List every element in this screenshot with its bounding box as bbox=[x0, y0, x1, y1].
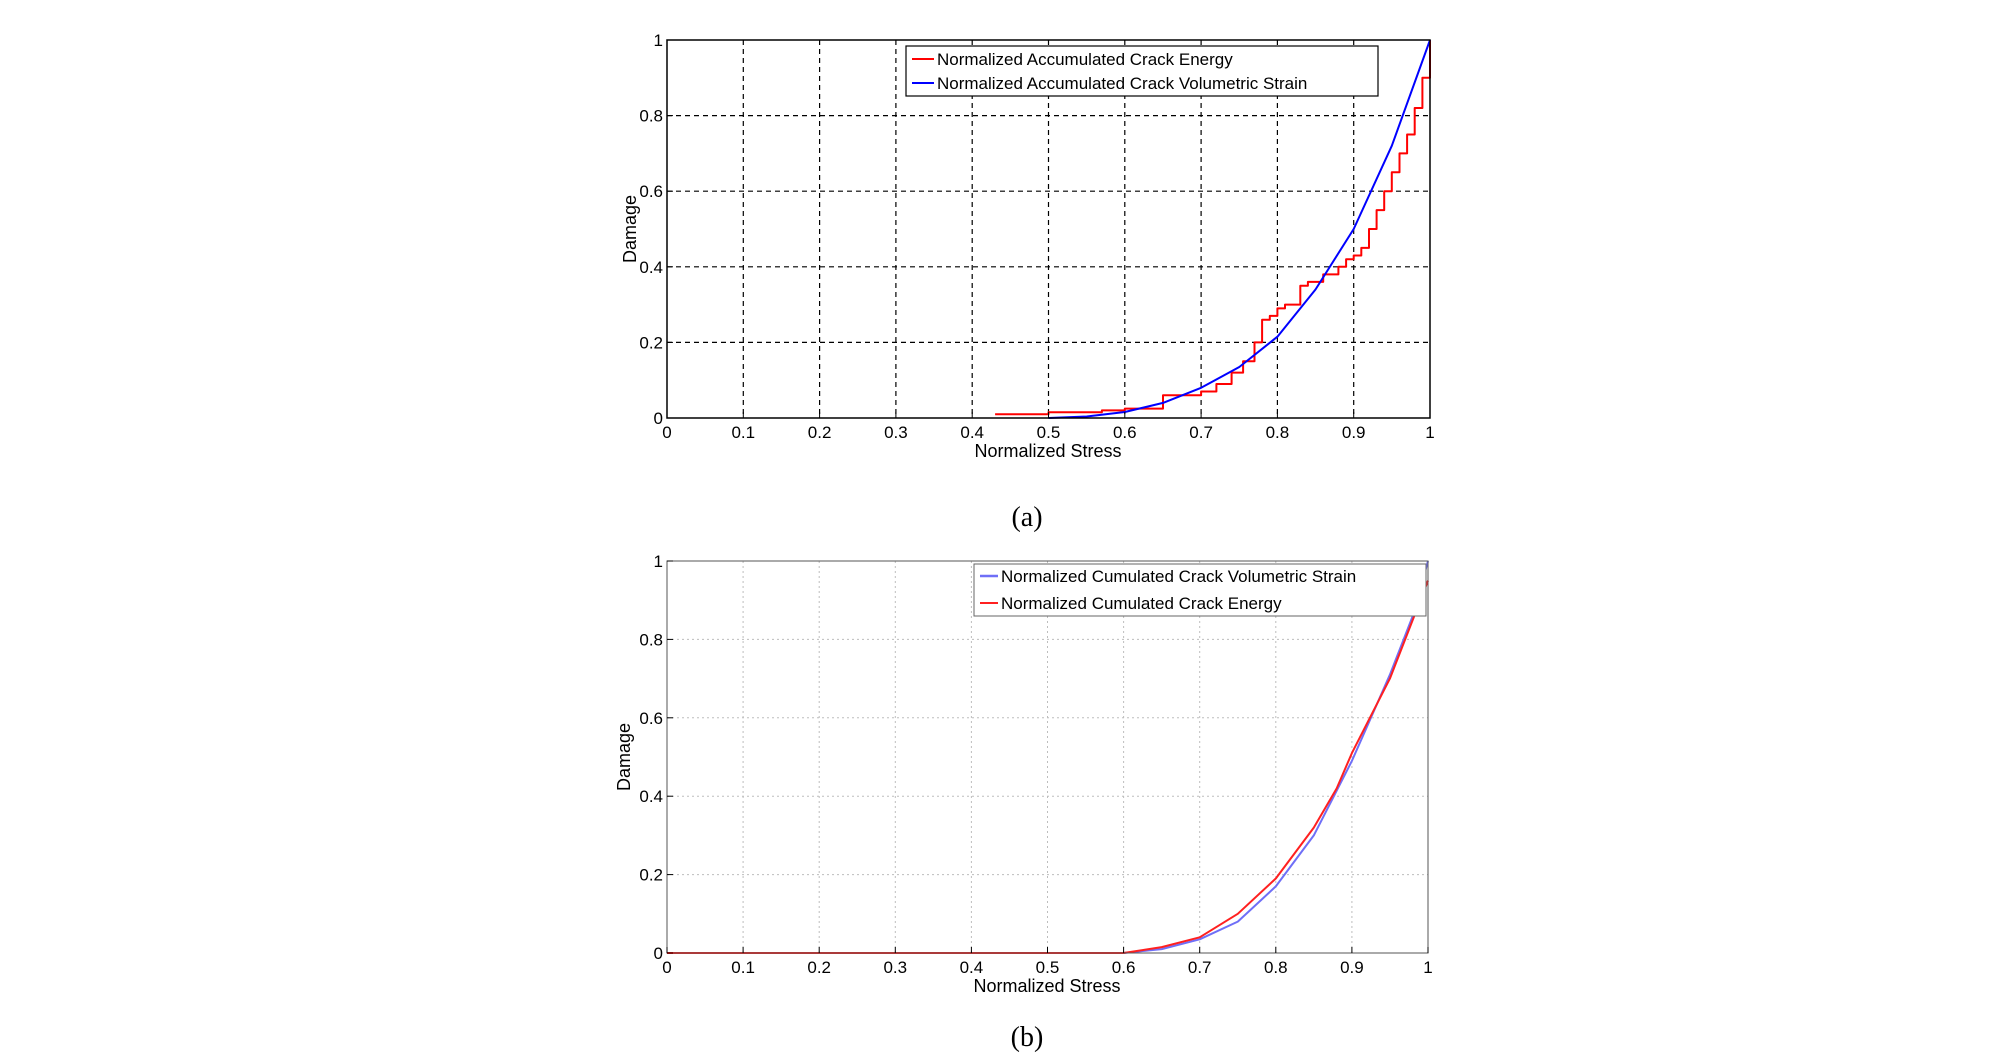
caption-a: (a) bbox=[1011, 502, 1042, 533]
x-tick-label: 1 bbox=[1425, 423, 1434, 442]
legend-a: Normalized Accumulated Crack Energy Norm… bbox=[905, 45, 1379, 97]
y-tick-label: 0.2 bbox=[639, 333, 663, 352]
y-axis-label-a: Damage bbox=[620, 195, 640, 263]
legend-box-b bbox=[973, 563, 1427, 617]
y-tick-label: 0.2 bbox=[639, 866, 663, 885]
series-line-normalized-cumulated-crack-energy-b bbox=[667, 580, 1429, 954]
legend-label-energy-a: Normalized Accumulated Crack Energy bbox=[937, 50, 1233, 69]
x-tick-label: 0.1 bbox=[731, 423, 755, 442]
grid-b bbox=[667, 561, 1428, 953]
x-tick-label: 0.8 bbox=[1266, 423, 1290, 442]
x-tick-label: 0.9 bbox=[1340, 958, 1364, 977]
x-tick-label: 0.2 bbox=[808, 423, 832, 442]
y-tick-label: 1 bbox=[654, 552, 663, 571]
series-line-normalized-cumulated-crack-volumetric-strain-b bbox=[667, 560, 1429, 954]
caption-b: (b) bbox=[1011, 1022, 1044, 1053]
x-tick-label: 0.6 bbox=[1113, 423, 1137, 442]
y-tick-label: 0.8 bbox=[639, 630, 663, 649]
x-tick-label: 0.6 bbox=[1112, 958, 1136, 977]
legend-label-strain-b: Normalized Cumulated Crack Volumetric St… bbox=[1001, 567, 1356, 586]
x-axis-label-a: Normalized Stress bbox=[974, 441, 1121, 461]
legend-label-strain-a: Normalized Accumulated Crack Volumetric … bbox=[937, 74, 1307, 93]
series-b bbox=[667, 560, 1429, 954]
x-tick-label: 0.8 bbox=[1264, 958, 1288, 977]
x-tick-label: 0.2 bbox=[807, 958, 831, 977]
legend-box-a bbox=[905, 45, 1379, 97]
x-tick-label: 0 bbox=[662, 423, 671, 442]
y-tick-label: 0.6 bbox=[639, 709, 663, 728]
x-tick-label: 0.4 bbox=[960, 958, 984, 977]
y-tick-label: 1 bbox=[654, 31, 663, 50]
y-ticks-a: 0 0.2 0.4 0.6 0.8 1 bbox=[639, 31, 673, 428]
y-tick-label: 0.8 bbox=[639, 107, 663, 126]
legend-b: Normalized Cumulated Crack Volumetric St… bbox=[973, 563, 1427, 617]
legend-label-energy-b: Normalized Cumulated Crack Energy bbox=[1001, 594, 1282, 613]
y-tick-label: 0.6 bbox=[639, 182, 663, 201]
x-tick-label: 0.3 bbox=[884, 423, 908, 442]
x-ticks-a: 0 0.1 0.2 0.3 0.4 0.5 0.6 0.7 0.8 0.9 1 bbox=[662, 412, 1435, 442]
y-tick-label: 0 bbox=[654, 409, 663, 428]
y-tick-label: 0.4 bbox=[639, 258, 663, 277]
y-ticks-b: 0 0.2 0.4 0.6 0.8 1 bbox=[639, 552, 673, 963]
y-tick-label: 0 bbox=[654, 944, 663, 963]
chart-a: 0 0.1 0.2 0.3 0.4 0.5 0.6 0.7 0.8 0.9 1 0 0.2 0.4 0.6… bbox=[620, 31, 1435, 533]
x-tick-label: 0.9 bbox=[1342, 423, 1366, 442]
series-line-normalized-accumulated-crack-volumetric-strain-a bbox=[1048, 39, 1431, 419]
x-tick-label: 0.1 bbox=[731, 958, 755, 977]
x-tick-label: 0.7 bbox=[1188, 958, 1212, 977]
x-tick-label: 0.5 bbox=[1036, 958, 1060, 977]
x-tick-label: 0.3 bbox=[883, 958, 907, 977]
x-ticks-b: 0 0.1 0.2 0.3 0.4 0.5 0.6 0.7 0.8 0.9 1 bbox=[662, 947, 1433, 977]
series-a bbox=[995, 39, 1431, 419]
x-axis-label-b: Normalized Stress bbox=[973, 976, 1120, 996]
x-tick-label: 0 bbox=[662, 958, 671, 977]
x-tick-label: 0.5 bbox=[1037, 423, 1061, 442]
x-tick-label: 0.4 bbox=[960, 423, 984, 442]
chart-b: 0 0.1 0.2 0.3 0.4 0.5 0.6 0.7 0.8 0.9 1 0 0.2 0.4 0.6… bbox=[614, 552, 1433, 1053]
grid-a bbox=[667, 40, 1430, 418]
y-tick-label: 0.4 bbox=[639, 787, 663, 806]
y-axis-label-b: Damage bbox=[614, 723, 634, 791]
series-line-normalized-accumulated-crack-energy-a bbox=[995, 40, 1431, 416]
x-tick-label: 1 bbox=[1423, 958, 1432, 977]
x-tick-label: 0.7 bbox=[1189, 423, 1213, 442]
